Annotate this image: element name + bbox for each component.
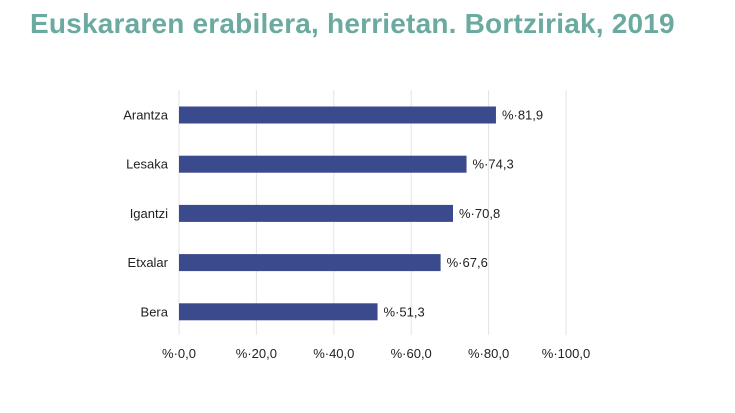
x-tick-label-1: %·20,0 — [236, 346, 277, 361]
data-label-0: %·81,9 — [502, 108, 543, 123]
category-label-4: Bera — [141, 304, 169, 319]
category-label-2: Igantzi — [130, 206, 168, 221]
bar-1 — [179, 155, 467, 173]
category-label-0: Arantza — [123, 108, 169, 123]
bar-0 — [179, 106, 496, 124]
data-label-2: %·70,8 — [459, 206, 500, 221]
x-tick-label-3: %·60,0 — [391, 346, 432, 361]
category-label-3: Etxalar — [128, 255, 169, 270]
category-label-1: Lesaka — [126, 157, 169, 172]
bar-4 — [179, 303, 378, 321]
data-label-3: %·67,6 — [447, 255, 488, 270]
bar-2 — [179, 204, 453, 222]
x-tick-label-5: %·100,0 — [542, 346, 590, 361]
x-tick-label-2: %·40,0 — [313, 346, 354, 361]
bar-3 — [179, 254, 441, 272]
x-tick-label-0: %·0,0 — [162, 346, 196, 361]
chart-title: Euskararen erabilera, herrietan. Bortzir… — [30, 8, 675, 39]
data-label-1: %·74,3 — [473, 157, 514, 172]
x-tick-label-4: %·80,0 — [468, 346, 509, 361]
data-label-4: %·51,3 — [384, 304, 425, 319]
